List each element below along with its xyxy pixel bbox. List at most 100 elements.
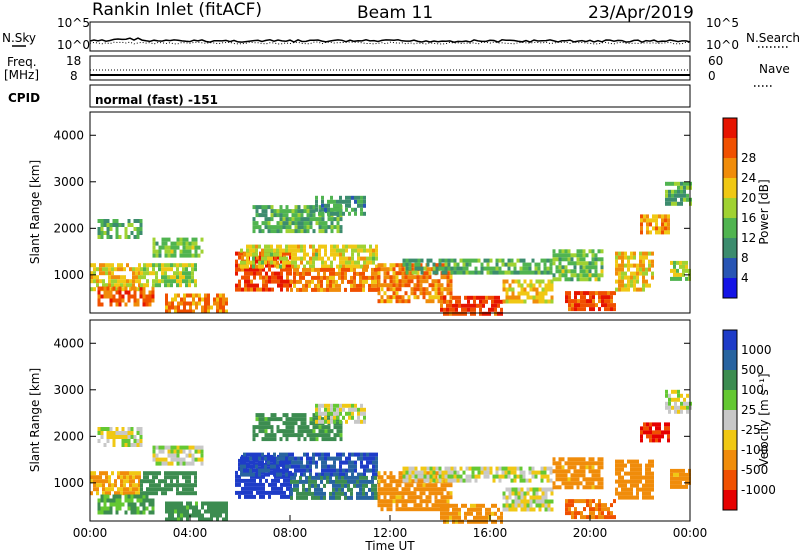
heatmap-cell [363,456,366,461]
heatmap-cell [143,271,146,276]
heatmap-cell [392,271,396,276]
heatmap-cell [558,253,562,258]
heatmap-cell [371,283,374,288]
heatmap-cell [219,513,222,518]
heatmap-cell [408,470,412,475]
heatmap-cell [410,291,414,296]
heatmap-cell [544,287,548,292]
heatmap-cell [135,471,138,476]
heatmap-cell [366,248,369,253]
heatmap-cell [114,483,117,488]
heatmap-cell [138,283,141,288]
heatmap-cell [268,275,271,280]
heatmap-cell [168,513,171,518]
heatmap-cell [615,251,618,256]
heatmap-cell [179,461,183,466]
heatmap-cell [264,472,267,477]
heatmap-cell [347,279,350,284]
heatmap-cell [425,503,429,508]
heatmap-cell [264,244,267,249]
heatmap-cell [250,263,253,268]
heatmap-cell [404,491,408,496]
heatmap-cell [99,483,102,488]
heatmap-cell [354,468,357,473]
heatmap-cell [453,266,457,271]
heatmap-cell [386,271,390,276]
heatmap-cell [300,260,303,265]
heatmap-cell [504,262,508,267]
heatmap-cell [501,470,505,475]
heatmap-cell [264,456,267,461]
heatmap-cell [105,263,108,268]
heatmap-cell [680,405,683,410]
heatmap-cell [273,209,277,214]
heatmap-cell [286,486,289,491]
heatmap-cell [168,301,171,306]
heatmap-cell [318,419,321,424]
heatmap-cell [115,298,119,303]
heatmap-cell [677,193,680,198]
heatmap-cell [152,471,155,476]
heatmap-cell [121,294,125,299]
heatmap-cell [130,510,134,515]
heatmap-cell [595,515,598,520]
heatmap-cell [477,258,481,263]
heatmap-cell [582,261,586,266]
heatmap-cell [351,244,354,249]
heatmap-cell [588,481,592,486]
heatmap-cell [315,407,318,412]
heatmap-cell [320,287,323,292]
heatmap-cell [498,266,502,271]
heatmap-cell [309,456,312,461]
heatmap-cell [414,478,418,483]
heatmap-cell [151,286,155,291]
heatmap-cell [118,506,122,511]
heatmap-cell [103,290,107,295]
heatmap-cell [126,263,129,268]
heatmap-cell [291,425,295,430]
heatmap-cell [440,511,443,516]
heatmap-cell [576,257,580,262]
heatmap-cell [664,230,667,235]
heatmap-cell [642,267,645,272]
heatmap-cell [264,252,267,257]
heatmap-cell [108,491,111,496]
heatmap-cell [204,509,207,514]
heatmap-cell [324,260,327,265]
heatmap-cell [333,211,336,216]
heatmap-cell [293,267,296,272]
heatmap-cell [341,483,344,488]
heatmap-cell [152,253,156,258]
heatmap-cell [413,283,417,288]
heatmap-cell [380,267,384,272]
heatmap-cell [168,509,171,514]
heatmap-cell [173,263,176,268]
heatmap-cell [120,279,123,284]
heatmap-cell [321,433,325,438]
heatmap-cell [467,307,470,312]
heatmap-cell [368,283,371,288]
heatmap-cell [483,470,487,475]
heatmap-cell [470,295,473,300]
heatmap-cell [377,503,381,508]
heatmap-cell [276,225,280,230]
heatmap-cell [109,298,113,303]
heatmap-cell [383,291,387,296]
heatmap-cell [420,270,424,275]
heatmap-cell [106,290,110,295]
heatmap-cell [182,241,186,246]
heatmap-cell [249,460,252,465]
heatmap-cell [494,299,497,304]
heatmap-cell [297,468,300,473]
heatmap-cell [375,472,378,477]
heatmap-cell [327,472,330,477]
heatmap-cell [491,519,494,524]
heatmap-cell [351,407,354,412]
velocity-colorbar-tick: -100 [741,443,768,457]
heatmap-cell [589,295,592,300]
heatmap-cell [288,452,291,457]
heatmap-cell [102,491,105,496]
heatmap-cell [579,249,583,254]
heatmap-cell [651,475,654,480]
heatmap-cell [262,267,265,272]
